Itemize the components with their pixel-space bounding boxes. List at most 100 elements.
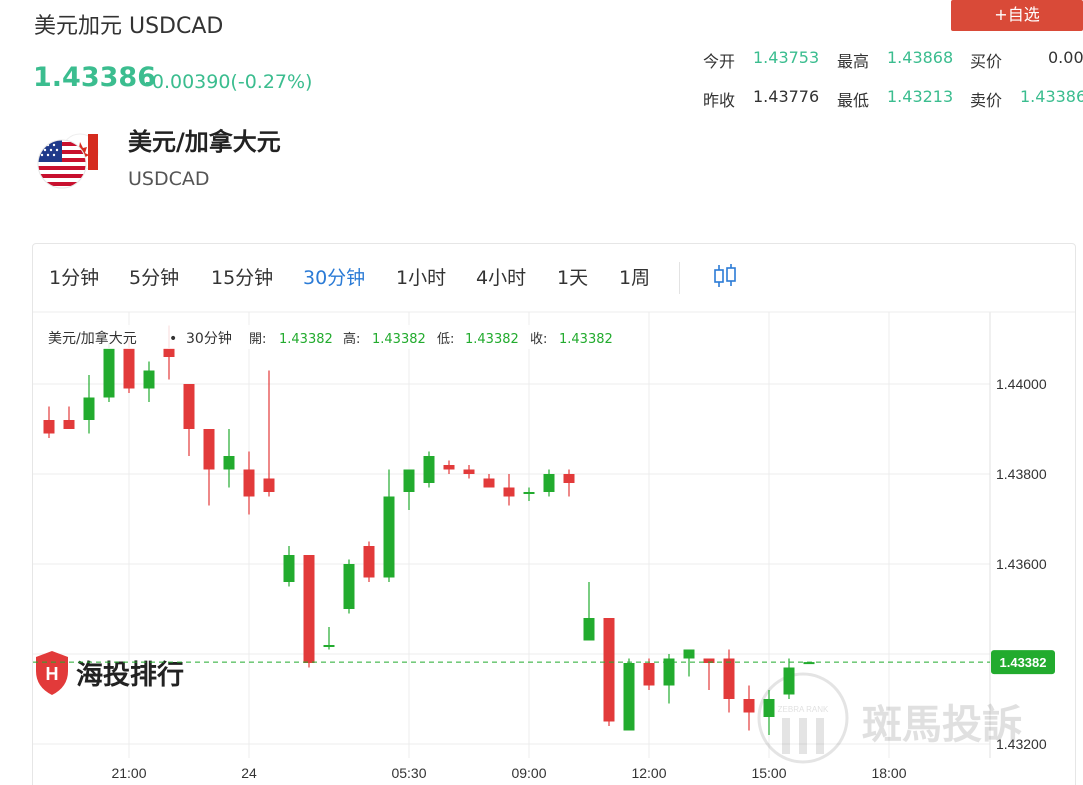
candlestick-type-icon[interactable] [712,262,738,290]
watermark-right-text: 斑馬投訴 [862,702,1022,748]
y-tick-label: 1.43800 [996,466,1047,482]
open-label: 今开 [703,52,736,71]
candle-body [483,478,495,488]
candle-body [323,645,335,647]
legend-open-label: 開: [249,332,266,347]
candle-body [123,348,135,389]
legend-close-label: 收: [530,332,547,347]
timeframe-4h[interactable]: 4小时 [476,267,527,289]
candle-body [183,384,195,429]
legend-low-label: 低: [437,332,454,347]
x-tick-label: 12:00 [631,765,666,781]
high-value: 1.43868 [887,48,954,67]
ask-label: 卖价 [970,91,1003,110]
candle-body [223,456,235,470]
us-ca-flag-icon [37,133,99,189]
candle-body [363,546,375,578]
candle-body [243,469,255,497]
legend-high-label: 高: [343,331,360,347]
chart-grid [33,311,1075,758]
add-to-watchlist-button[interactable]: +自选 [951,0,1083,31]
instrument-code: USDCAD [128,168,210,190]
candle-body [583,618,595,641]
candle-body [763,699,775,717]
candles-layer [43,325,815,735]
candle-body [83,397,95,420]
candle-body [723,658,735,699]
candle-body [663,658,675,686]
y-tick-label: 1.43200 [996,736,1047,752]
candle-body [343,564,355,609]
candle-body [283,555,295,582]
haitou-watermark: H 海投排行 [36,651,184,695]
legend-low-value: 1.43382 [465,332,519,347]
candle-body [43,420,55,434]
candle-body [703,658,715,663]
x-tick-label: 15:00 [751,765,786,781]
y-tick-label: 1.43600 [996,556,1047,572]
prev-close-value: 1.43776 [753,87,820,106]
legend-close-value: 1.43382 [559,332,613,347]
candle-body [543,474,555,492]
timeframe-30m[interactable]: 30分钟 [303,267,366,289]
bid-label: 买价 [970,52,1003,71]
legend-symbol: 美元/加拿大元 [48,330,137,347]
x-tick-label: 05:30 [391,765,426,781]
x-tick-label: 18:00 [871,765,906,781]
candle-body [63,420,75,429]
high-label: 最高 [837,52,870,71]
candle-body [263,478,275,492]
x-tick-label: 24 [241,765,257,781]
page-title: 美元加元 USDCAD [34,14,224,39]
svg-text:H: H [46,664,59,684]
timeframe-1m[interactable]: 1分钟 [49,267,100,289]
candle-body [383,496,395,578]
candle-body [443,465,455,470]
timeframe-1w[interactable]: 1周 [619,267,651,289]
candle-body [603,618,615,722]
candle-body [463,469,475,474]
candle-body [403,469,415,492]
candle-body [623,663,635,731]
toolbar-divider [679,262,680,294]
candle-body [203,429,215,470]
instrument-name: 美元/加拿大元 [128,128,281,156]
low-value: 1.43213 [887,87,954,106]
candle-body [683,649,695,659]
watermark-left-text: 海投排行 [76,659,184,691]
current-price: 1.43386 [33,62,156,93]
timeframe-1d[interactable]: 1天 [557,267,589,289]
x-tick-label: 09:00 [511,765,546,781]
y-tick-label: 1.44000 [996,376,1047,392]
price-change: -0.00390(-0.27%) [145,71,313,93]
last-price-label: 1.43382 [1000,655,1047,670]
timeframe-15m[interactable]: 15分钟 [211,267,274,289]
candle-body [103,348,115,398]
ohlc-legend: 美元/加拿大元 • 30分钟 開: 1.43382 高: 1.43382 低: … [44,325,619,349]
candle-body [503,487,515,497]
legend-open-value: 1.43382 [279,332,333,347]
candle-body [643,663,655,686]
legend-high-value: 1.43382 [372,332,426,347]
candle-body [303,555,315,663]
open-value: 1.43753 [753,48,820,67]
candle-body [563,474,575,483]
last-price-tag [991,650,1055,675]
candle-body [743,699,755,713]
candle-body [163,348,175,357]
watermark-badge-text: ZEBRA RANK [778,705,829,714]
bid-value: 0.00 [1048,48,1083,67]
candle-body [783,667,795,695]
prev-close-label: 昨收 [703,91,736,110]
ask-value: 1.43386 [1020,87,1083,106]
candle-body [423,456,435,483]
timeframe-5m[interactable]: 5分钟 [129,267,180,289]
candle-body [803,662,815,665]
legend-interval: 30分钟 [186,330,232,347]
candle-body [523,492,535,494]
candle-body [143,370,155,389]
low-label: 最低 [837,91,870,110]
timeframe-1h[interactable]: 1小时 [396,267,447,289]
x-tick-label: 21:00 [111,765,146,781]
